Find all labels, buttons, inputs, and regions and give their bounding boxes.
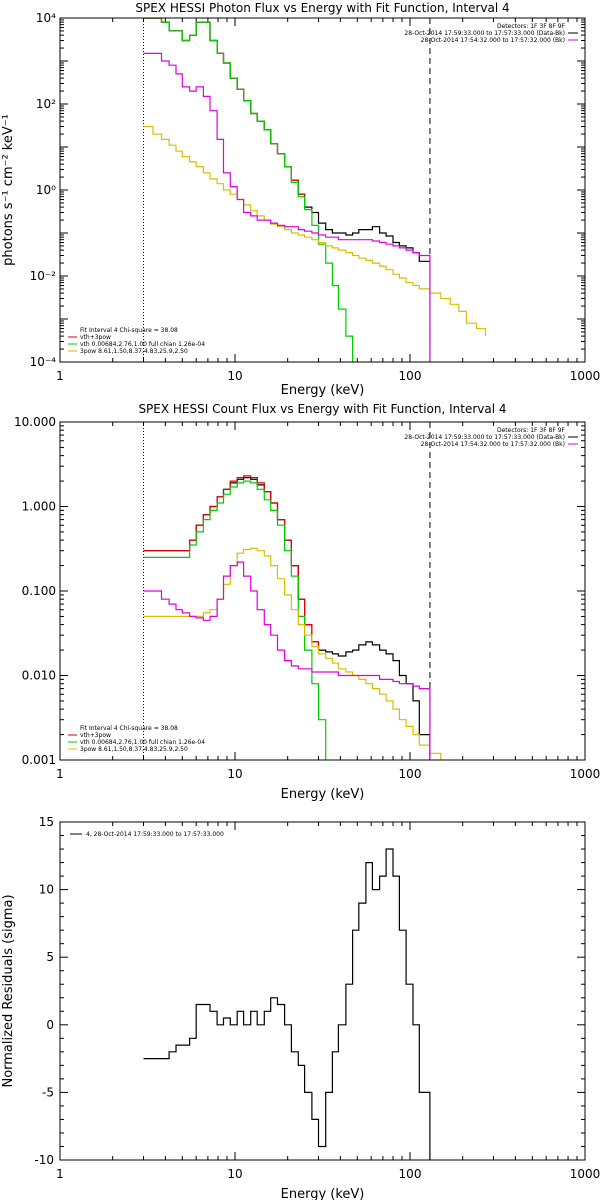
y-tick-label: 10⁻² [30, 269, 57, 283]
x-tick-label: 1 [56, 767, 64, 781]
series-group [143, 18, 487, 362]
legend-bottom-text: 3pow 8.61,1.50,8.37,4.83,25.9,2.50 [80, 746, 188, 753]
x-tick-label: 10 [227, 1167, 242, 1181]
y-tick-label: 10⁻⁴ [30, 355, 57, 369]
y-tick-label: 5 [46, 950, 54, 964]
y-axis-label: Normalized Residuals (sigma) [1, 894, 16, 1087]
x-tick-label: 10 [227, 767, 242, 781]
y-tick-label: 0.010 [22, 669, 56, 683]
series-group [143, 848, 431, 1160]
y-tick-label: 1.000 [22, 500, 56, 514]
legend-top-text: 28-Oct-2014 17:59:33.000 to 17:57:33.000… [404, 434, 565, 441]
x-tick-label: 10 [227, 369, 242, 383]
series-vth-3pow [143, 18, 306, 208]
series-residuals [143, 848, 431, 1160]
legend-bottom-text: 3pow 8.61,1.50,8.37,4.83,25.9,2.50 [80, 348, 188, 355]
x-axis-label: Energy (keV) [281, 1187, 365, 1200]
legend-top-text: Detectors: 1F 3F 8F 9F [497, 427, 566, 434]
legend-top-text: 28-Oct-2014 17:59:33.000 to 17:57:33.000… [404, 30, 565, 37]
y-tick-label: 0.001 [22, 753, 56, 767]
series-bk [143, 52, 431, 362]
x-tick-label: 1000 [570, 767, 600, 781]
chart-3: 1 10 100 1000 -10 -5 0 5 10 15 Energy (keV) Normali… [1, 815, 600, 1200]
series-data-bk [143, 18, 430, 262]
y-tick-label: 10 [39, 883, 54, 897]
legend-top-text: Detectors: 1F 3F 8F 9F [497, 23, 566, 30]
plot-frame [59, 17, 586, 363]
y-axis-label: photons s⁻¹ cm⁻² keV⁻¹ [1, 114, 16, 266]
y-tick-label: 10.000 [14, 415, 56, 429]
chart-1: SPEX HESSI Photon Flux vs Energy with Fi… [1, 1, 600, 398]
x-tick-label: 1 [56, 1167, 64, 1181]
series-vth [143, 18, 354, 362]
chart-title: SPEX HESSI Count Flux vs Energy with Fit… [138, 402, 506, 416]
series-group [143, 475, 442, 760]
legend-bottom-text: vth 0.00684,2.76,1.00 full chian 1.26e-0… [80, 341, 205, 348]
legend-bottom-text: vth 0.00684,2.76,1.00 full chian 1.26e-0… [80, 739, 205, 746]
x-tick-label: 100 [399, 1167, 422, 1181]
legend-bottom-text: Fit Interval 4 Chi-square = 38.08 [80, 725, 178, 732]
x-axis-label: Energy (keV) [281, 383, 365, 398]
series-3pow [143, 125, 487, 337]
plot-frame [59, 421, 586, 761]
y-tick-label: -10 [34, 1153, 54, 1167]
y-tick-label: 0.100 [22, 584, 56, 598]
legend-bottom-text: vth+3pow [80, 334, 111, 341]
y-tick-label: 15 [39, 815, 54, 829]
legend-bottom-text: vth+3pow [80, 732, 111, 739]
x-tick-label: 1000 [570, 1167, 600, 1181]
legend-top-text: 28-Oct-2014 17:54:32.000 to 17:57:32.000… [421, 441, 565, 448]
legend-top-text: 28-Oct-2014 17:54:32.000 to 17:57:32.000… [421, 37, 565, 44]
series-vth-3pow [143, 475, 320, 651]
x-tick-label: 1 [56, 369, 64, 383]
chart-2: SPEX HESSI Count Flux vs Energy with Fit… [14, 402, 600, 802]
y-tick-label: 10⁴ [36, 11, 56, 25]
y-tick-label: -5 [42, 1085, 54, 1099]
y-tick-label: 0 [46, 1018, 54, 1032]
x-tick-label: 100 [399, 767, 422, 781]
series-bk [143, 561, 431, 760]
x-tick-label: 100 [399, 369, 422, 383]
plot-frame [59, 821, 586, 1161]
legend-bottom-text: Fit Interval 4 Chi-square = 38.08 [80, 327, 178, 334]
y-tick-label: 10² [36, 97, 56, 111]
series-data-bk [143, 477, 431, 760]
x-tick-label: 1000 [570, 369, 600, 383]
series-3pow [143, 547, 442, 760]
series-vth [143, 480, 327, 760]
y-tick-label: 10⁰ [36, 183, 56, 197]
legend-top-text: 4, 28-Oct-2014 17:59:33.000 to 17:57:33.… [86, 831, 224, 838]
x-axis-label: Energy (keV) [281, 787, 365, 802]
chart-title: SPEX HESSI Photon Flux vs Energy with Fi… [135, 1, 509, 15]
